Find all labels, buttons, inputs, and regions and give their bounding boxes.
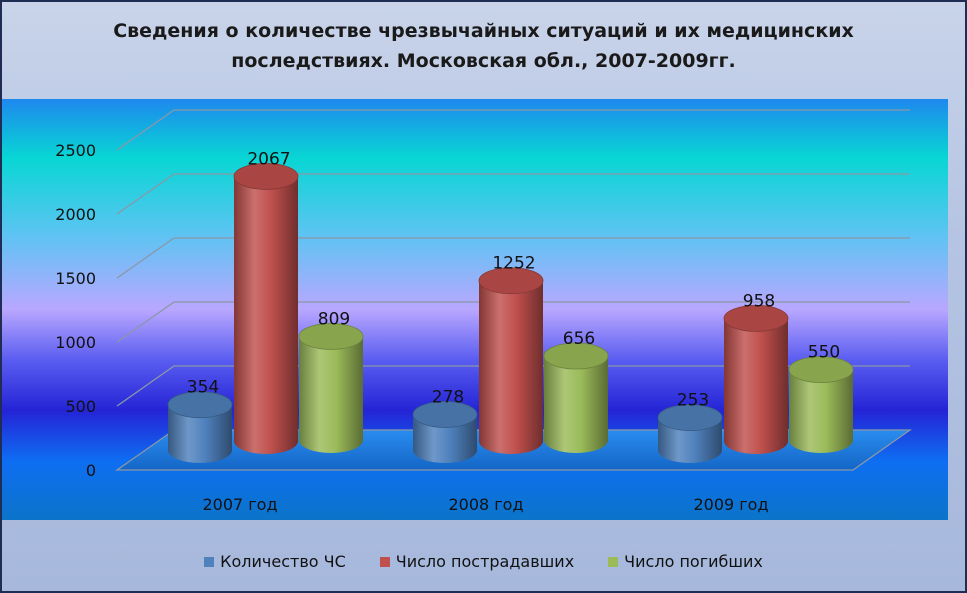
legend-label: Количество ЧС [220,552,346,571]
labels-layer: 0 500 1000 1500 2000 2500 2007 год 2008 год 2009… [55,141,840,514]
legend-swatch [204,556,215,567]
x-tick-label: 2008 год [448,495,523,514]
bar-top [543,342,609,370]
bar-top [723,304,789,332]
bar [234,176,298,454]
bar [789,369,853,453]
bar-top [298,323,364,350]
y-tick-label: 2500 [55,141,96,160]
data-label: 1252 [492,254,535,274]
bar [413,414,477,463]
gridline [116,173,910,215]
legend-swatch [608,556,619,567]
data-label: 2067 [247,149,290,169]
gridline [116,365,910,407]
y-tick-label: 500 [65,397,96,416]
legend-swatch [379,556,390,567]
y-tick-label: 0 [86,461,96,480]
bar [299,336,363,453]
y-tick-label: 2000 [55,205,96,224]
y-tick-label: 1000 [55,333,96,352]
gridline [116,237,910,279]
data-label: 809 [318,309,350,329]
x-tick-label: 2009 год [693,495,768,514]
bar [168,404,232,463]
data-label: 278 [432,387,464,407]
gridline [116,301,910,343]
bar-top [167,391,233,419]
bar-top [233,163,299,190]
bar-top [412,401,478,428]
bar-top [657,404,723,432]
y-tick-label: 1500 [55,269,96,288]
bar [544,356,608,453]
data-label: 354 [187,378,219,398]
bar [724,318,788,454]
data-label: 958 [743,291,775,311]
bars-layer [167,163,854,463]
legend-item: Число пострадавших [379,552,575,571]
chart-title-line-2: последствиях. Московская обл., 2007-2009… [231,50,736,72]
legend: Количество ЧС Число пострадавших Число пог… [0,552,967,571]
x-tick-label: 2007 год [202,495,277,514]
bar-top [788,356,854,384]
legend-item: Количество ЧС [204,552,346,571]
data-label: 656 [563,329,595,349]
gridline [116,109,910,151]
legend-label: Число погибших [624,552,763,571]
chart-title-line-1: Сведения о количестве чрезвычайных ситуа… [113,20,854,42]
legend-item: Число погибших [608,552,763,571]
bar-top [478,267,544,295]
chart-title: Сведения о количестве чрезвычайных ситуа… [0,16,967,76]
bar [479,280,543,454]
data-label: 253 [677,391,709,411]
data-label: 550 [808,343,840,363]
legend-label: Число пострадавших [395,552,575,571]
